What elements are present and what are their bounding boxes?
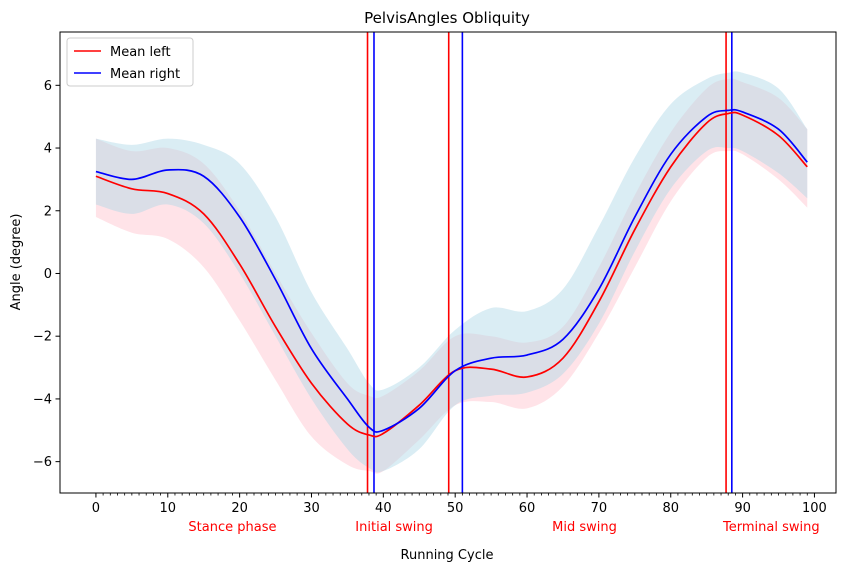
legend-label-mean-left: Mean left [110, 45, 171, 60]
axis-ticks: 0 10 20 30 40 50 60 70 80 90 100 −6 −4 −2 0 2 4 6 [33, 79, 827, 516]
x-tick-label: 60 [519, 501, 536, 516]
legend-box [66, 37, 194, 87]
legend: Mean left Mean right [66, 37, 194, 87]
phase-label-terminal-swing: Terminal swing [722, 520, 820, 535]
y-tick-label: −6 [33, 455, 52, 470]
phase-label-mid-swing: Mid swing [552, 520, 617, 535]
band-mean-left [95, 78, 808, 474]
phase-label-stance-phase: Stance phase [188, 520, 276, 535]
plot-area [95, 32, 808, 493]
chart-title: PelvisAngles Obliquity [364, 9, 530, 27]
y-tick-label: 6 [44, 79, 52, 94]
x-axis-label: Running Cycle [401, 548, 494, 563]
y-tick-label: −4 [33, 392, 52, 407]
y-tick-label: 0 [44, 267, 52, 282]
y-tick-label: 4 [44, 142, 52, 157]
x-tick-label: 80 [662, 501, 679, 516]
y-axis-label: Angle (degree) [9, 214, 24, 311]
x-tick-label: 50 [447, 501, 464, 516]
phase-labels: Stance phase Initial swing Mid swing Termin… [188, 520, 819, 535]
phase-label-initial-swing: Initial swing [355, 520, 433, 535]
legend-label-mean-right: Mean right [110, 67, 180, 82]
line-mean-right [95, 108, 808, 433]
x-tick-label: 0 [92, 501, 100, 516]
x-tick-label: 70 [591, 501, 608, 516]
x-tick-label: 30 [303, 501, 320, 516]
x-tick-label: 90 [734, 501, 751, 516]
x-tick-label: 20 [231, 501, 248, 516]
band-mean-right [95, 71, 808, 473]
y-tick-label: 2 [44, 204, 52, 219]
x-tick-label: 100 [802, 501, 827, 516]
x-tick-label: 40 [375, 501, 392, 516]
y-tick-label: −2 [33, 330, 52, 345]
x-tick-label: 10 [160, 501, 177, 516]
